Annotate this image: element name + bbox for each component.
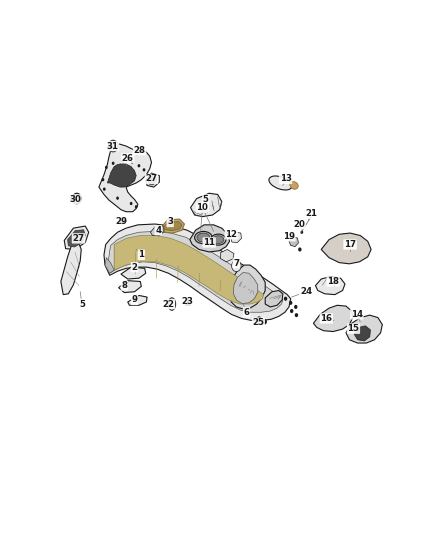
Text: 25: 25 [252, 318, 265, 327]
Polygon shape [128, 295, 147, 305]
Ellipse shape [168, 298, 176, 310]
Circle shape [295, 313, 298, 317]
Text: 13: 13 [279, 174, 292, 183]
Circle shape [112, 161, 114, 165]
Polygon shape [151, 225, 164, 236]
Polygon shape [265, 290, 283, 307]
Circle shape [71, 196, 74, 201]
Ellipse shape [269, 176, 292, 190]
Text: 26: 26 [122, 154, 134, 163]
Polygon shape [220, 249, 234, 262]
Text: 27: 27 [145, 174, 158, 183]
Text: 16: 16 [320, 314, 332, 323]
Circle shape [300, 231, 303, 234]
Polygon shape [108, 231, 283, 312]
Polygon shape [67, 230, 85, 247]
Polygon shape [321, 233, 371, 264]
Polygon shape [289, 237, 298, 247]
Circle shape [102, 178, 104, 181]
Circle shape [289, 301, 292, 305]
Polygon shape [346, 315, 382, 343]
Circle shape [131, 161, 134, 164]
Text: 28: 28 [134, 146, 145, 155]
Circle shape [116, 197, 119, 200]
Text: 11: 11 [203, 238, 215, 247]
Text: 12: 12 [225, 230, 237, 239]
Circle shape [110, 143, 116, 149]
Text: 6: 6 [244, 308, 250, 317]
Polygon shape [104, 224, 291, 320]
Polygon shape [121, 267, 146, 279]
Polygon shape [119, 281, 141, 293]
Circle shape [143, 168, 145, 172]
Text: 22: 22 [162, 300, 174, 309]
Text: 29: 29 [115, 217, 127, 227]
Polygon shape [64, 226, 88, 249]
Text: 3: 3 [167, 217, 173, 227]
Text: 30: 30 [69, 195, 81, 204]
Text: 19: 19 [283, 232, 295, 241]
Circle shape [294, 305, 297, 309]
Text: 23: 23 [181, 297, 193, 306]
Text: 17: 17 [344, 240, 356, 249]
Circle shape [232, 260, 241, 272]
Text: 2: 2 [131, 263, 138, 272]
Ellipse shape [194, 231, 212, 244]
Text: 24: 24 [300, 287, 312, 296]
Text: 27: 27 [72, 234, 85, 243]
Circle shape [138, 164, 140, 167]
Text: 20: 20 [293, 220, 305, 229]
Circle shape [74, 196, 79, 201]
Polygon shape [315, 277, 345, 295]
Text: 31: 31 [106, 142, 118, 150]
Ellipse shape [290, 182, 298, 189]
Text: 18: 18 [327, 277, 339, 286]
Circle shape [257, 317, 261, 322]
Polygon shape [105, 257, 114, 273]
Polygon shape [163, 222, 182, 231]
Circle shape [284, 297, 287, 301]
Circle shape [262, 319, 267, 325]
Text: 9: 9 [131, 295, 138, 304]
Polygon shape [191, 193, 222, 216]
Text: 21: 21 [305, 209, 317, 218]
Text: 8: 8 [121, 281, 127, 290]
Polygon shape [114, 236, 264, 304]
Polygon shape [314, 305, 353, 332]
Ellipse shape [170, 301, 174, 308]
Circle shape [121, 159, 124, 163]
Polygon shape [146, 173, 159, 187]
Circle shape [290, 309, 293, 313]
Text: 5: 5 [79, 300, 85, 309]
Circle shape [298, 247, 301, 252]
Text: 1: 1 [138, 251, 144, 259]
Circle shape [120, 217, 126, 224]
Polygon shape [99, 144, 152, 212]
Polygon shape [190, 225, 230, 252]
Polygon shape [148, 176, 156, 185]
Text: 7: 7 [233, 259, 240, 268]
Text: 5: 5 [203, 195, 209, 204]
Circle shape [146, 173, 148, 176]
Circle shape [108, 140, 118, 152]
Circle shape [72, 193, 81, 204]
Ellipse shape [197, 233, 210, 242]
Polygon shape [107, 163, 136, 187]
Text: 15: 15 [347, 324, 360, 333]
Circle shape [103, 188, 106, 191]
Ellipse shape [213, 236, 224, 244]
Polygon shape [230, 265, 265, 309]
Polygon shape [233, 272, 258, 304]
Circle shape [130, 202, 132, 205]
Polygon shape [230, 232, 241, 243]
Text: 14: 14 [351, 310, 363, 319]
Circle shape [135, 205, 138, 208]
Polygon shape [354, 326, 371, 341]
Text: 10: 10 [197, 203, 208, 212]
Text: 4: 4 [155, 225, 161, 235]
Polygon shape [161, 219, 184, 233]
Circle shape [105, 166, 108, 169]
Polygon shape [61, 240, 81, 295]
Ellipse shape [211, 234, 226, 245]
